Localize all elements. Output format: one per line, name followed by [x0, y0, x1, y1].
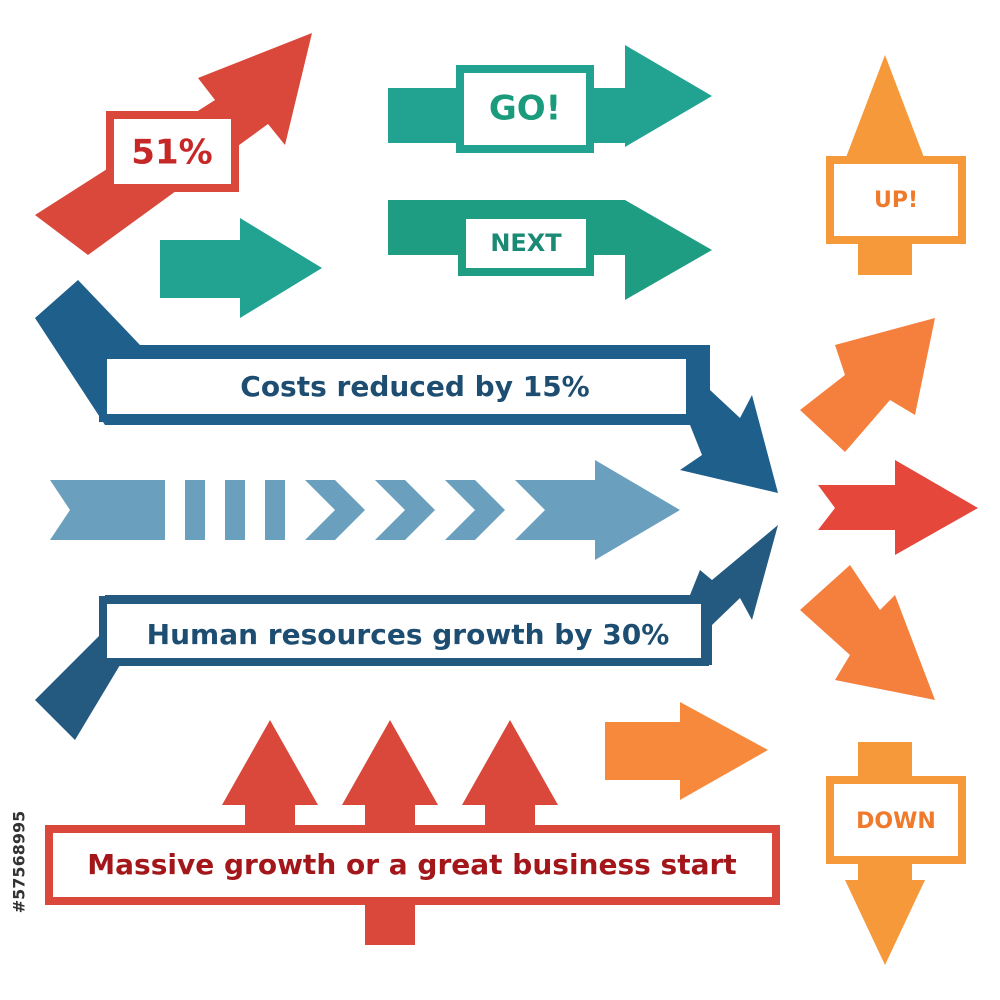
red-up-arrow: [462, 720, 558, 830]
red-up-arrow: [222, 720, 318, 830]
banner-text: Massive growth or a great business start: [87, 848, 736, 881]
banner-box: [45, 825, 780, 905]
badge-text: UP!: [874, 188, 918, 213]
badge-box: [826, 776, 966, 864]
chevron-tail: [50, 480, 165, 540]
chevron-bar: [185, 480, 205, 540]
chevron: [445, 480, 505, 540]
banner-text: Human resources growth by 30%: [147, 618, 670, 651]
badge-text: GO!: [489, 89, 561, 129]
teal-arrow: [160, 218, 322, 318]
badge-box: [458, 211, 594, 276]
badge-box: [106, 111, 239, 192]
banner-box: [99, 351, 694, 422]
chevron-bar: [265, 480, 285, 540]
chevron: [375, 480, 435, 540]
chevron-bar: [225, 480, 245, 540]
chevron: [305, 480, 365, 540]
badge-box: [456, 65, 594, 153]
banner-box: [99, 596, 709, 666]
orange-arrow: [605, 702, 768, 800]
orange-arrow: [800, 565, 935, 700]
orange-arrow: [800, 318, 935, 452]
badge-box: [826, 156, 966, 244]
banner-text: Costs reduced by 15%: [240, 370, 589, 403]
badge-text: DOWN: [856, 809, 936, 834]
stock-id: #57568995: [10, 811, 29, 913]
red-arrow: [818, 460, 978, 555]
badge-text: NEXT: [490, 229, 562, 257]
chevron-head: [515, 460, 680, 560]
chevron-arrow: [50, 460, 680, 560]
badge-text: 51%: [131, 133, 212, 173]
